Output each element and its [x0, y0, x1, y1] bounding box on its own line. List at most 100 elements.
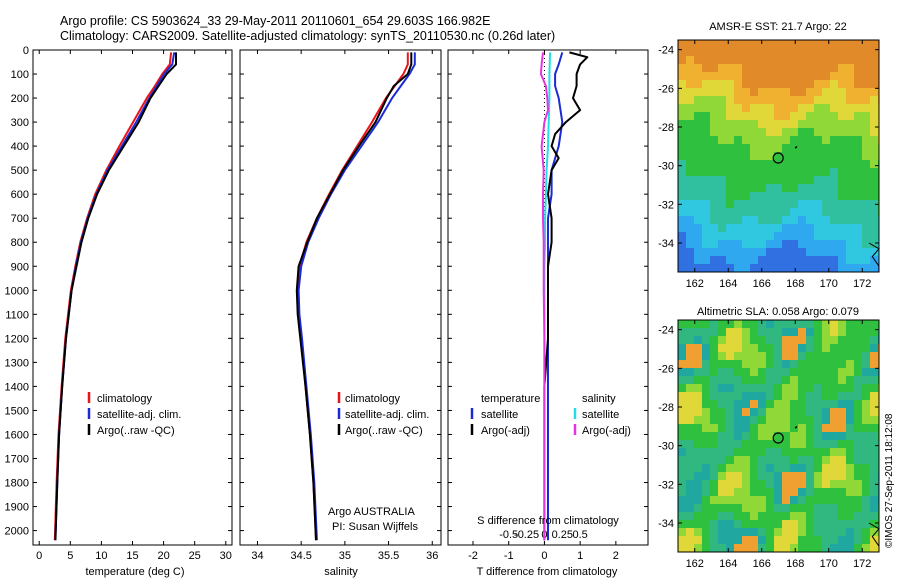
map-cell	[678, 56, 686, 64]
map-cell	[846, 152, 854, 160]
map-cell	[838, 64, 846, 72]
map-cell	[686, 192, 694, 200]
map-cell	[790, 448, 798, 456]
map-cell	[790, 320, 798, 328]
map-cell	[830, 192, 838, 200]
map-cell	[830, 504, 838, 512]
map-cell	[870, 248, 878, 256]
map-cell	[758, 96, 766, 104]
map-cell	[750, 64, 758, 72]
map-cell	[774, 112, 782, 120]
map-cell	[846, 328, 854, 336]
map-cell	[822, 544, 830, 552]
map-cell	[838, 536, 846, 544]
map-cell	[718, 88, 726, 96]
map-cell	[686, 320, 694, 328]
map-cell	[870, 216, 878, 224]
map-cell	[782, 344, 790, 352]
map-cell	[814, 496, 822, 504]
map-cell	[790, 496, 798, 504]
map-cell	[774, 120, 782, 128]
map-cell	[710, 96, 718, 104]
map-cell	[862, 264, 870, 272]
map-cell	[774, 536, 782, 544]
map-cell	[798, 184, 806, 192]
map-cell	[742, 328, 750, 336]
map-cell	[734, 264, 742, 272]
map-cell	[870, 512, 878, 520]
map-cell	[822, 416, 830, 424]
map-cell	[766, 488, 774, 496]
map-cell	[694, 256, 702, 264]
map-cell	[798, 136, 806, 144]
map-cell	[790, 456, 798, 464]
map-cell	[710, 40, 718, 48]
map-cell	[830, 224, 838, 232]
y-tick-label: -28	[658, 402, 674, 414]
map-cell	[782, 504, 790, 512]
map-cell	[822, 144, 830, 152]
map-cell	[726, 536, 734, 544]
map-cell	[702, 400, 710, 408]
map-cell	[774, 368, 782, 376]
map-cell	[718, 448, 726, 456]
map-cell	[798, 512, 806, 520]
map-cell	[782, 168, 790, 176]
map-cell	[790, 544, 798, 552]
map-cell	[702, 472, 710, 480]
map-cell	[830, 80, 838, 88]
map-cell	[870, 360, 878, 368]
map-cell	[678, 232, 686, 240]
map-cell	[870, 400, 878, 408]
map-cell	[742, 448, 750, 456]
map-cell	[806, 544, 814, 552]
map-cell	[702, 488, 710, 496]
map-cell	[870, 128, 878, 136]
map-cell	[822, 128, 830, 136]
map-cell	[790, 392, 798, 400]
x-tick-label: 25	[189, 550, 201, 562]
map-cell	[854, 56, 862, 64]
map-cell	[686, 120, 694, 128]
map-cell	[718, 512, 726, 520]
map-cell	[854, 128, 862, 136]
map-cell	[766, 48, 774, 56]
map-cell	[854, 144, 862, 152]
map-cell	[782, 360, 790, 368]
map-cell	[846, 496, 854, 504]
map-cell	[870, 224, 878, 232]
map-cell	[806, 520, 814, 528]
map-cell	[782, 232, 790, 240]
map-cell	[710, 496, 718, 504]
map-cell	[822, 40, 830, 48]
map-cell	[798, 64, 806, 72]
map-cell	[718, 192, 726, 200]
map-cell	[710, 48, 718, 56]
map-cell	[774, 344, 782, 352]
map-cell	[758, 48, 766, 56]
map-cell	[870, 472, 878, 480]
map-cell	[686, 88, 694, 96]
map-cell	[838, 512, 846, 520]
y-tick-label: -26	[658, 83, 674, 95]
map-cell	[838, 104, 846, 112]
y-tick-label: 1200	[5, 333, 29, 345]
map-cell	[846, 248, 854, 256]
map-cell	[814, 408, 822, 416]
map-cell	[734, 160, 742, 168]
map-cell	[862, 368, 870, 376]
map-cell	[782, 112, 790, 120]
map-cell	[766, 520, 774, 528]
map-cell	[814, 416, 822, 424]
map-cell	[750, 168, 758, 176]
map-cell	[694, 72, 702, 80]
map-cell	[694, 440, 702, 448]
map-cell	[702, 496, 710, 504]
map-cell	[854, 472, 862, 480]
map-cell	[686, 360, 694, 368]
map-cell	[750, 136, 758, 144]
map-cell	[870, 432, 878, 440]
map-cell	[854, 200, 862, 208]
map-cell	[758, 384, 766, 392]
